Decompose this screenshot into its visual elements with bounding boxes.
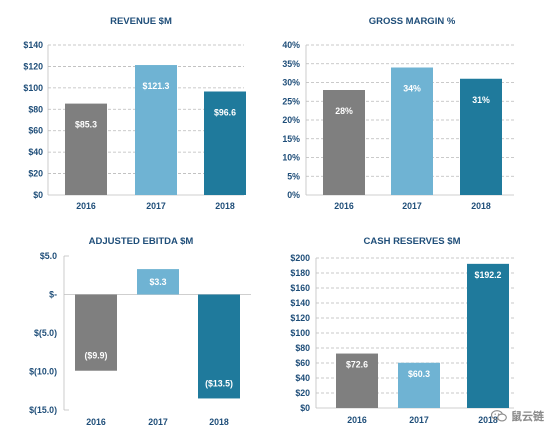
y-tick-label: 20% (282, 115, 300, 125)
data-label: ($13.5) (205, 378, 233, 388)
y-tick-label: $120 (290, 313, 310, 323)
data-label: $192.2 (475, 270, 502, 280)
y-tick-label: $160 (290, 283, 310, 293)
category-label: 2017 (146, 201, 166, 211)
y-tick-label: $80 (28, 104, 43, 114)
y-tick-label: 40% (282, 40, 300, 50)
y-tick-label: $80 (295, 343, 310, 353)
data-label: $72.6 (346, 360, 368, 370)
y-tick-label: $20 (28, 169, 43, 179)
category-label: 2016 (86, 417, 106, 427)
y-tick-label: $- (49, 290, 57, 300)
y-tick-label: $120 (23, 61, 43, 71)
chart-title: REVENUE $M (110, 16, 172, 27)
y-tick-label: $60 (295, 358, 310, 368)
category-label: 2017 (402, 201, 422, 211)
chart-panel-2: GROSS MARGIN % 0% 5% 10% 15% 20% 25% 30% 35% 40% 2… (282, 16, 514, 211)
y-tick-label: $100 (23, 83, 43, 93)
y-tick-label: 0% (287, 190, 300, 200)
bar-2016 (75, 294, 117, 371)
data-label: $85.3 (75, 120, 97, 130)
y-tick-label: 10% (282, 153, 300, 163)
chart-panel-1: REVENUE $M $0 $20 $40 $60 $80 $100 $120 $140 $85.… (23, 16, 246, 211)
y-tick-label: 25% (282, 96, 300, 106)
y-tick-label: 5% (287, 171, 300, 181)
watermark-text: 鼠云链 (511, 411, 544, 423)
bar-2018 (204, 91, 246, 195)
y-tick-label: $(10.0) (29, 367, 57, 377)
y-tick-label: $0 (33, 190, 43, 200)
bar-2018 (467, 263, 509, 408)
category-label: 2016 (76, 201, 96, 211)
category-label: 2017 (148, 417, 168, 427)
chart-title: GROSS MARGIN % (369, 16, 456, 27)
category-label: 2016 (347, 415, 367, 425)
category-label: 2018 (215, 201, 235, 211)
bar-2016 (65, 103, 107, 195)
chart-panel-3: ADJUSTED EBITDA $M $5.0 $- $(5.0) $(10.0) $(1… (29, 236, 251, 427)
category-label: 2016 (334, 201, 354, 211)
bar-2017 (398, 362, 440, 408)
y-tick-label: $140 (23, 40, 43, 50)
bar-2016 (336, 353, 378, 408)
y-tick-label: $100 (290, 328, 310, 338)
data-label: $121.3 (143, 81, 170, 91)
chart-title: ADJUSTED EBITDA $M (89, 236, 194, 247)
chart-panel-4: CASH RESERVES $M $0 $20 $40 $60 $80 $100 $120 $1… (290, 236, 514, 425)
data-label: 28% (335, 106, 353, 116)
bar-2017 (391, 67, 433, 195)
bar-2017 (137, 269, 179, 295)
data-label: $3.3 (149, 277, 166, 287)
y-tick-label: $180 (290, 268, 310, 278)
data-label: $60.3 (408, 369, 430, 379)
data-label: ($9.9) (85, 351, 108, 361)
category-label: 2018 (478, 415, 498, 425)
y-tick-label: $200 (290, 253, 310, 263)
y-tick-label: 15% (282, 134, 300, 144)
y-tick-label: 35% (282, 59, 300, 69)
y-tick-label: $60 (28, 126, 43, 136)
data-label: 31% (472, 95, 490, 105)
y-tick-label: $(15.0) (29, 405, 57, 415)
y-tick-label: $140 (290, 298, 310, 308)
y-tick-label: $(5.0) (34, 328, 57, 338)
y-tick-label: $0 (300, 403, 310, 413)
data-label: 34% (403, 84, 421, 94)
y-tick-label: 30% (282, 78, 300, 88)
category-label: 2018 (209, 417, 229, 427)
bar-2017 (135, 65, 177, 196)
y-tick-label: $5.0 (40, 251, 57, 261)
category-label: 2018 (471, 201, 491, 211)
y-tick-label: $40 (28, 147, 43, 157)
y-tick-label: $40 (295, 373, 310, 383)
category-label: 2017 (409, 415, 429, 425)
y-tick-label: $20 (295, 388, 310, 398)
watermark: 鼠云链 (490, 408, 544, 424)
chart-title: CASH RESERVES $M (364, 236, 461, 247)
data-label: $96.6 (214, 108, 236, 118)
bar-2018 (198, 294, 240, 399)
bar-2016 (323, 90, 365, 195)
bar-2018 (460, 78, 502, 195)
wechat-icon (490, 410, 507, 422)
